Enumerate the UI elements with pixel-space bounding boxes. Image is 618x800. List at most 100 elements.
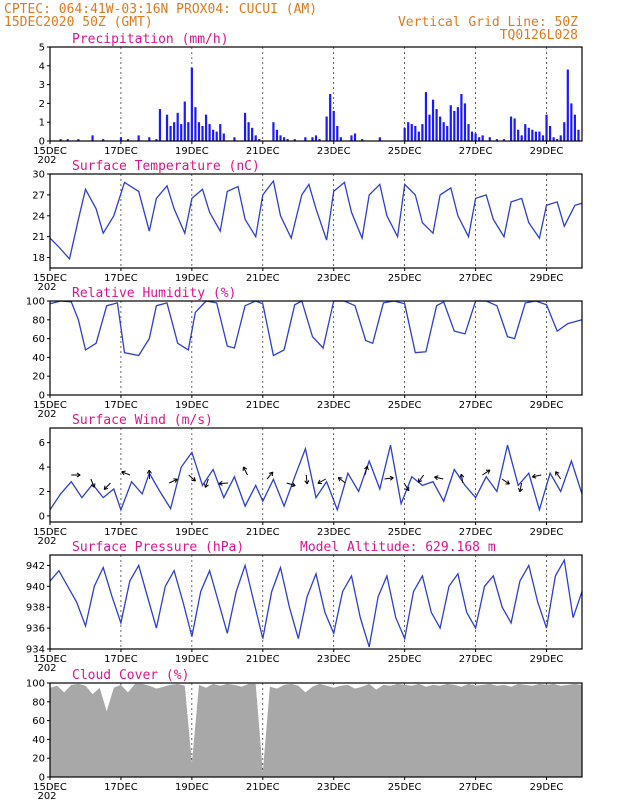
wind-arrow: [121, 471, 131, 476]
precip-bar: [573, 114, 577, 141]
x-tick-label: 21DEC: [246, 400, 280, 411]
wind-arrow: [434, 476, 444, 480]
x-tick-label: 19DEC: [175, 273, 209, 284]
precip-bar: [197, 122, 201, 141]
precip-bar: [180, 124, 183, 141]
panel-frame: [49, 46, 583, 142]
wind-arrow: [168, 478, 178, 484]
precip-bar: [563, 122, 566, 141]
x-tick-label: 25DEC: [388, 400, 422, 411]
precip-bar: [446, 125, 449, 141]
x-tick-label: 29DEC: [530, 782, 564, 793]
precip-bar: [165, 114, 169, 141]
wind-arrowhead: [242, 466, 248, 472]
y-tick-label: 30: [32, 170, 45, 181]
wind-arrows: [71, 465, 562, 493]
precip-bar: [126, 139, 130, 141]
wind-arrowhead: [485, 469, 491, 474]
x-tick-label: 27DEC: [459, 146, 493, 157]
x-tick-label: 27DEC: [459, 654, 493, 665]
y-tick-label: 40: [32, 353, 45, 364]
y-tick-label: 27: [32, 190, 45, 201]
y-tick-label: 20: [32, 372, 45, 383]
wind-arrowhead: [555, 471, 560, 476]
panel-title: Cloud Cover (%): [72, 668, 189, 683]
x-tick-label: 17DEC: [104, 654, 138, 665]
precip-bar: [183, 101, 186, 141]
y-tick-label: 2: [39, 487, 45, 498]
panel-4: 0 2 4 6 15DEC 17DEC 19DEC 21DEC 23DEC 25DEC 27DEC 2…: [33, 413, 583, 547]
precip-bar: [204, 114, 208, 141]
precip-bar: [513, 118, 516, 141]
x-tick-label: 27DEC: [459, 782, 493, 793]
y-tick-label: 938: [26, 603, 45, 614]
x-year-label: 202: [37, 663, 56, 674]
precip-bar: [155, 139, 158, 141]
wind-arrowhead: [389, 475, 394, 481]
wind-arrowhead: [518, 487, 523, 493]
wind-arrow: [555, 471, 562, 480]
precip-bar: [453, 110, 456, 141]
y-tick-label: 934: [26, 645, 45, 656]
wind-arrowhead: [531, 473, 537, 479]
x-tick-label: 25DEC: [388, 782, 422, 793]
y-tick-label: 3: [39, 80, 45, 91]
precip-bar: [272, 122, 275, 141]
x-tick-label: 27DEC: [459, 527, 493, 538]
precip-bar: [556, 139, 559, 141]
x-tick-label: 29DEC: [530, 273, 564, 284]
precip-bar: [378, 137, 381, 141]
wind-arrowhead: [304, 480, 310, 485]
precip-bar: [527, 127, 530, 141]
precip-bar: [275, 129, 279, 141]
x-tick-label: 29DEC: [530, 400, 564, 411]
x-tick-label: 15DEC: [33, 400, 67, 411]
precip-bar: [488, 137, 491, 141]
wind-arrowhead: [173, 478, 178, 483]
precip-bar: [552, 137, 555, 141]
precip-bar: [470, 131, 474, 141]
precip-bar: [102, 139, 105, 141]
x-tick-label: 21DEC: [246, 146, 280, 157]
precip-bar: [439, 116, 442, 141]
precip-bar: [169, 125, 172, 141]
x-year-label: 202: [37, 282, 56, 293]
x-year-label: 202: [37, 155, 56, 166]
precip-bar: [449, 105, 452, 141]
precip-bar: [410, 124, 413, 141]
x-year-label: 202: [37, 536, 56, 547]
precip-bar: [353, 133, 357, 141]
precip-bar: [474, 133, 477, 141]
precip-bar: [293, 139, 296, 141]
precip-bar: [509, 116, 513, 141]
panel-6: 0 20 40 60 80 100 15DEC 17DEC 19DEC 21DEC 23DEC 25D…: [26, 668, 583, 800]
wind-arrowhead: [417, 478, 423, 483]
wind-arrow: [384, 477, 394, 480]
y-tick-label: 0: [39, 137, 45, 148]
header-date: 15DEC2020 50Z (GMT): [4, 15, 153, 30]
x-tick-label: 29DEC: [530, 654, 564, 665]
x-tick-label: 23DEC: [317, 400, 351, 411]
precip-bar: [279, 135, 282, 141]
precip-bar: [176, 112, 179, 141]
panel-frame: [49, 427, 583, 523]
x-tick-label: 21DEC: [246, 273, 280, 284]
x-tick-label: 15DEC: [33, 146, 67, 157]
x-tick-label: 21DEC: [246, 654, 280, 665]
precip-bar: [414, 125, 417, 141]
y-tick-label: 18: [32, 253, 45, 264]
y-tick-label: 942: [26, 561, 45, 572]
y-tick-label: 0: [39, 391, 45, 402]
wind-arrowhead: [204, 483, 209, 488]
x-tick-label: 29DEC: [530, 146, 564, 157]
series-line: [49, 444, 583, 513]
panel-title: Precipitation (mm/h): [72, 32, 229, 47]
x-tick-label: 15DEC: [33, 782, 67, 793]
precip-bar: [187, 122, 190, 141]
x-year-label: 202: [37, 791, 56, 800]
precip-bar: [212, 129, 215, 141]
wind-arrowhead: [218, 480, 223, 486]
series-line: [49, 179, 583, 261]
precip-bar: [502, 139, 506, 141]
panel-title: Surface Wind (m/s): [72, 413, 213, 428]
